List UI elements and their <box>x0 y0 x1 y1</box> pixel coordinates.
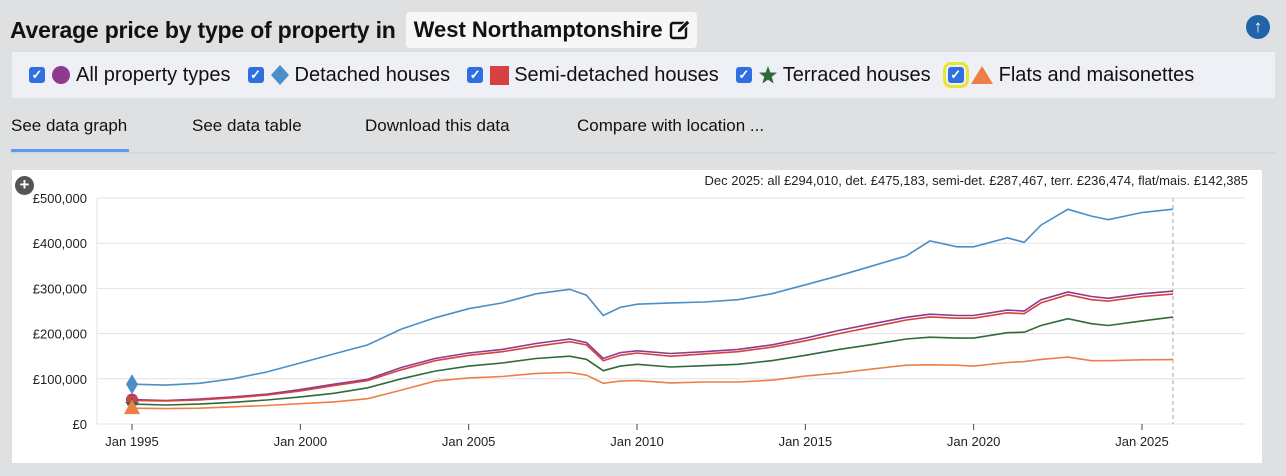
tab-compare-location[interactable]: Compare with location ... <box>577 116 765 135</box>
zoom-in-icon[interactable]: + <box>15 176 34 195</box>
arrow-up-circle-icon[interactable]: ↑ <box>1246 15 1270 39</box>
x-tick-label: Jan 2020 <box>947 434 1001 449</box>
page-title: Average price by type of property in <box>10 16 396 43</box>
circle-marker-icon <box>52 66 70 84</box>
legend-label: Semi-detached houses <box>514 63 719 86</box>
series-line-terraced-houses <box>131 316 1174 406</box>
checkbox[interactable]: ✓ <box>735 67 752 83</box>
y-tick-label: £200,000 <box>33 327 87 342</box>
legend: ✓ All property types ✓ Detached houses ✓… <box>12 52 1275 98</box>
x-tick-label: Jan 2000 <box>274 434 328 449</box>
legend-label: Terraced houses <box>782 63 931 86</box>
tab-download-data[interactable]: Download this data <box>365 116 510 135</box>
series-line-flats-and-maisonettes <box>131 356 1174 410</box>
price-line-chart: £0 £100,000 £200,000 £300,000 £400,000 £500,0… <box>33 173 1249 449</box>
y-tick-label: £400,000 <box>33 236 87 251</box>
legend-item-semi-detached[interactable]: ✓ Semi-detached houses <box>467 64 719 87</box>
legend-label: All property types <box>76 63 231 86</box>
square-marker-icon <box>490 66 510 85</box>
diamond-marker-icon <box>270 65 289 85</box>
tab-bar: See data graph See data table Download t… <box>10 100 1275 154</box>
legend-label: Flats and maisonettes <box>998 63 1195 86</box>
x-tick-label: Jan 2025 <box>1115 434 1169 449</box>
series-line-semi-detached-houses <box>131 293 1174 402</box>
checkbox[interactable]: ✓ <box>247 67 264 83</box>
y-tick-label: £0 <box>73 417 87 432</box>
x-tick-label: Jan 2015 <box>779 434 833 449</box>
x-tick-label: Jan 1995 <box>105 434 159 449</box>
checkbox[interactable]: ✓ <box>467 67 484 83</box>
location-name: West Northamptonshire <box>413 17 663 42</box>
y-tick-label: £100,000 <box>33 372 87 387</box>
star-marker-icon <box>758 66 777 84</box>
x-tick-label: Jan 2010 <box>610 434 664 449</box>
y-tick-label: £500,000 <box>33 191 87 206</box>
detached-start-marker <box>126 374 138 395</box>
location-selector[interactable]: West Northamptonshire <box>405 12 697 48</box>
triangle-marker-icon <box>970 66 993 84</box>
legend-item-detached[interactable]: ✓ Detached houses <box>247 63 451 87</box>
legend-item-flats[interactable]: ✓ Flats and maisonettes <box>942 62 1195 88</box>
chart-panel: £0 £100,000 £200,000 £300,000 £400,000 £500,0… <box>12 170 1262 463</box>
edit-icon[interactable] <box>669 19 691 41</box>
header: Average price by type of property in Wes… <box>10 12 697 48</box>
hover-annotation: Dec 2025: all £294,010, det. £475,183, s… <box>705 173 1249 188</box>
tab-see-data-table[interactable]: See data table <box>192 116 302 135</box>
series-line-detached-houses <box>131 208 1174 386</box>
legend-item-terraced[interactable]: ✓ Terraced houses <box>735 63 931 87</box>
tab-see-data-graph[interactable]: See data graph <box>11 116 130 152</box>
x-tick-label: Jan 2005 <box>442 434 496 449</box>
checkbox[interactable]: ✓ <box>942 62 969 88</box>
series-line-all-property-types <box>131 290 1174 402</box>
y-tick-label: £300,000 <box>33 281 87 296</box>
checkbox[interactable]: ✓ <box>29 67 45 83</box>
legend-item-all[interactable]: ✓ All property types <box>29 64 231 87</box>
legend-label: Detached houses <box>294 63 451 86</box>
flats-start-marker <box>124 399 140 415</box>
